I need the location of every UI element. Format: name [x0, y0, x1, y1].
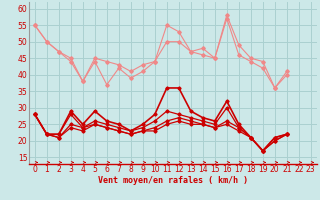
X-axis label: Vent moyen/en rafales ( km/h ): Vent moyen/en rafales ( km/h ): [98, 176, 248, 185]
